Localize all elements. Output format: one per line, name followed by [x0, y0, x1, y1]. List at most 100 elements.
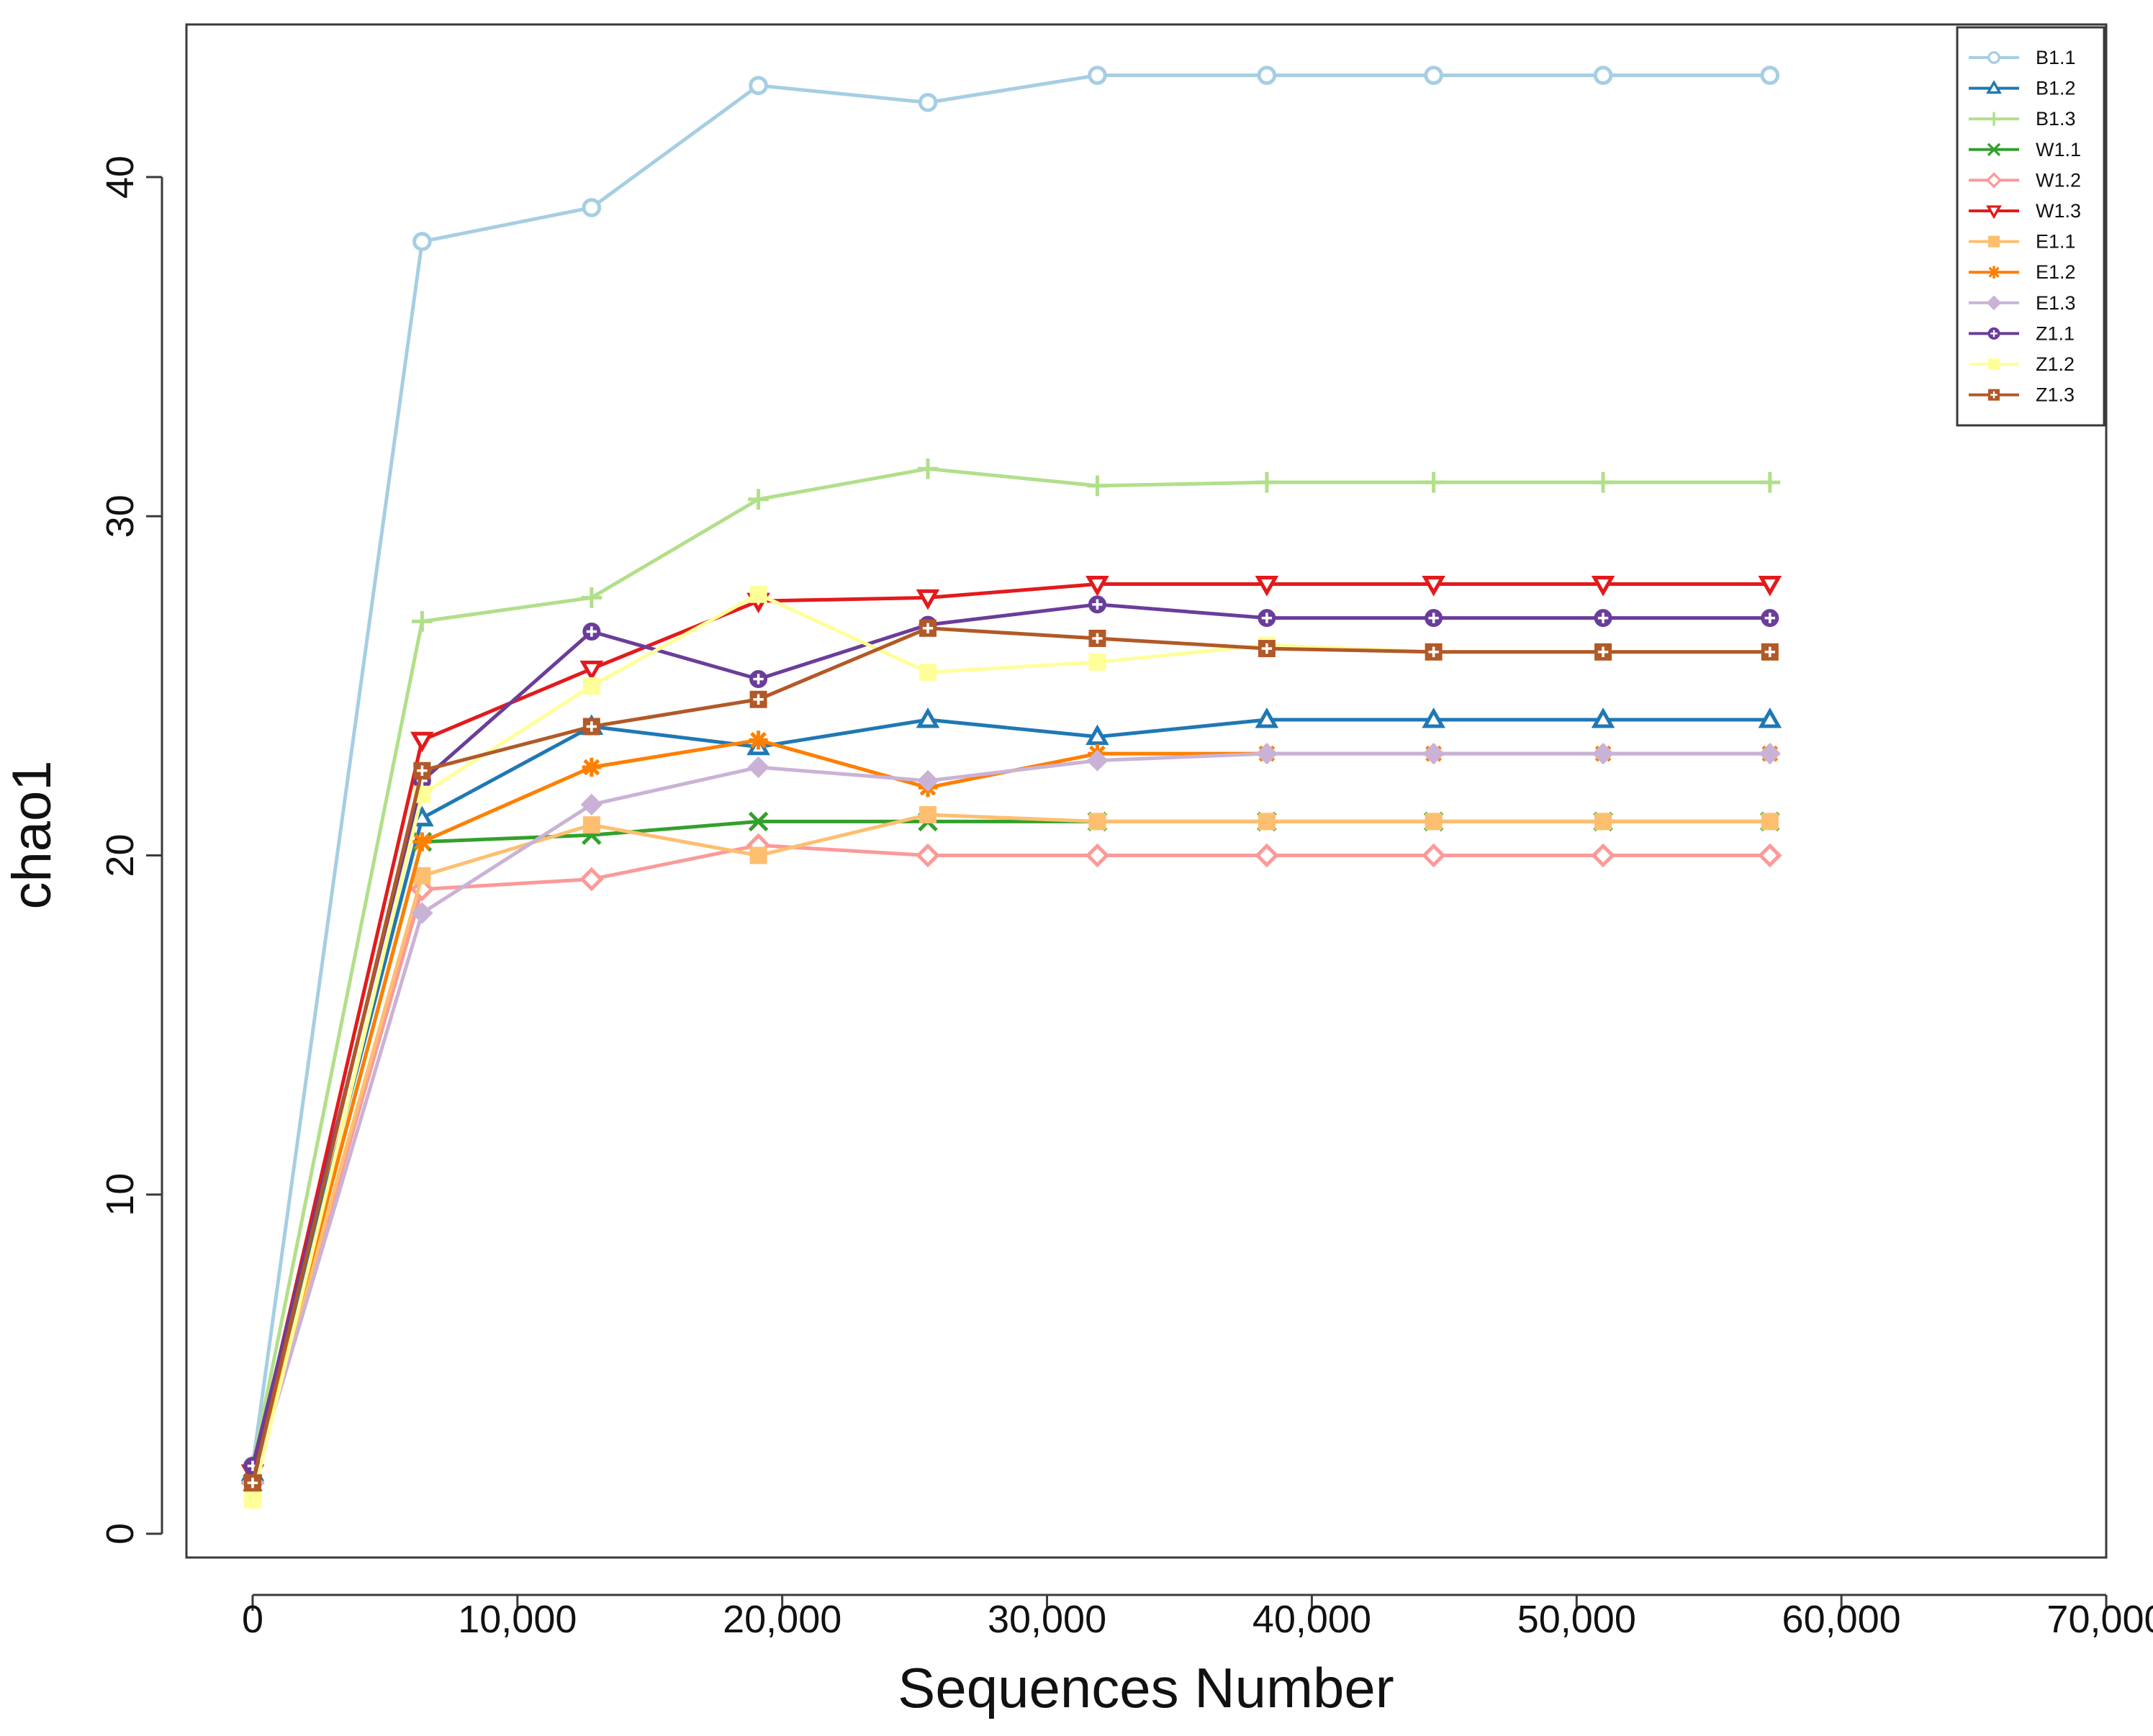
legend-label: E1.3	[2036, 292, 2076, 314]
x-tick-label: 20,000	[723, 1598, 841, 1641]
y-tick-label: 10	[99, 1173, 142, 1216]
data-point-marker	[1592, 743, 1615, 765]
series-line	[250, 626, 1770, 1483]
data-point-marker	[1088, 595, 1106, 614]
series-line	[250, 718, 1770, 1473]
data-point-marker	[1986, 295, 2002, 311]
data-point-marker	[1421, 843, 1446, 868]
data-point-marker	[1760, 65, 1780, 86]
series-line	[250, 843, 1770, 1484]
series-z1-3	[243, 619, 1779, 1492]
data-point-marker	[1988, 358, 2000, 370]
data-point-marker	[916, 589, 940, 610]
data-point-marker	[918, 93, 938, 112]
data-point-marker	[582, 623, 601, 641]
legend-item: W1.3	[1969, 200, 2081, 222]
data-point-marker	[749, 846, 767, 864]
data-point-marker	[747, 756, 769, 779]
data-point-marker	[243, 1491, 261, 1509]
legend-label: Z1.1	[2036, 322, 2075, 344]
legend-label: Z1.3	[2036, 384, 2075, 406]
data-point-marker	[1591, 707, 1615, 728]
legend-item: W1.1	[1969, 139, 2081, 161]
legend-item: Z1.2	[1969, 353, 2075, 375]
legend-item: E1.3	[1969, 292, 2076, 314]
legend-item: B1.3	[1969, 108, 2076, 130]
legend-label: W1.2	[2036, 169, 2081, 191]
data-point-marker	[582, 718, 600, 736]
data-point-marker	[1088, 653, 1106, 671]
data-point-marker	[1591, 843, 1615, 868]
data-point-marker	[1425, 813, 1443, 831]
legend-item: E1.2	[1969, 261, 2076, 283]
data-point-marker	[1761, 643, 1779, 661]
data-point-marker	[1256, 471, 1278, 493]
data-point-marker	[582, 757, 602, 777]
data-point-marker	[1258, 813, 1276, 831]
legend-item: E1.1	[1969, 231, 2076, 253]
data-point-marker	[1987, 51, 2000, 64]
data-point-marker	[916, 769, 939, 792]
data-point-marker	[1086, 749, 1109, 772]
data-point-marker	[916, 843, 940, 868]
x-tick-label: 70,000	[2046, 1598, 2153, 1641]
series-line	[250, 602, 1770, 1467]
data-point-marker	[1085, 576, 1109, 597]
data-point-marker	[1594, 813, 1612, 831]
data-point-marker	[917, 458, 939, 479]
data-point-marker	[1988, 389, 2000, 401]
y-tick-label: 40	[99, 155, 142, 199]
data-point-marker	[1255, 743, 1278, 765]
data-point-marker	[1987, 327, 2000, 340]
data-point-marker	[1592, 471, 1614, 493]
data-point-marker	[1425, 643, 1443, 661]
data-point-marker	[582, 198, 602, 217]
data-point-marker	[919, 805, 937, 823]
legend-label: B1.3	[2036, 108, 2076, 130]
data-point-marker	[1255, 843, 1279, 868]
data-point-marker	[1257, 65, 1277, 86]
data-point-marker	[1761, 813, 1779, 831]
data-point-marker	[1987, 112, 2001, 126]
data-point-marker	[1594, 609, 1612, 628]
data-point-marker	[1987, 266, 2000, 279]
data-point-marker	[1258, 640, 1276, 658]
data-point-marker	[749, 585, 767, 603]
data-point-marker	[1761, 609, 1779, 628]
data-point-marker	[1085, 843, 1110, 868]
legend: B1.1 B1.2 B1.3 W1.1 W1.2 W1.3 E1.1 E1.2 E1.3 Z1.1…	[1956, 26, 2105, 427]
data-point-marker	[1087, 475, 1108, 497]
legend-label: E1.1	[2036, 231, 2076, 253]
data-point-marker	[1422, 707, 1445, 728]
series-line	[250, 73, 1770, 1467]
legend-box	[1956, 26, 2105, 427]
legend-label: Z1.2	[2036, 353, 2075, 375]
legend-item: B1.1	[1969, 47, 2076, 68]
data-point-marker	[411, 902, 433, 924]
data-point-marker	[1422, 576, 1445, 597]
y-tick-label: 30	[99, 494, 142, 538]
data-point-marker	[1759, 471, 1781, 493]
data-point-marker	[1422, 743, 1445, 765]
data-point-marker	[1593, 65, 1613, 86]
legend-item: Z1.3	[1969, 384, 2075, 406]
y-tick-label: 20	[99, 833, 142, 877]
data-point-marker	[1758, 707, 1782, 728]
data-point-marker	[582, 677, 600, 695]
series-b1-1	[243, 65, 1780, 1476]
data-point-marker	[1258, 609, 1276, 628]
data-point-marker	[919, 664, 937, 682]
data-point-marker	[749, 669, 768, 688]
data-point-marker	[1988, 235, 2000, 248]
data-point-marker	[1591, 576, 1615, 597]
x-tick-label: 30,000	[988, 1598, 1106, 1641]
data-point-marker	[1986, 80, 2002, 94]
data-point-marker	[1758, 843, 1782, 868]
legend-item: Z1.1	[1969, 322, 2075, 344]
data-point-marker	[581, 587, 602, 608]
data-point-marker	[749, 76, 768, 96]
data-point-marker	[1088, 65, 1107, 86]
legend-label: B1.1	[2036, 47, 2076, 68]
x-tick-label: 10,000	[458, 1598, 577, 1641]
data-point-marker	[919, 619, 937, 637]
